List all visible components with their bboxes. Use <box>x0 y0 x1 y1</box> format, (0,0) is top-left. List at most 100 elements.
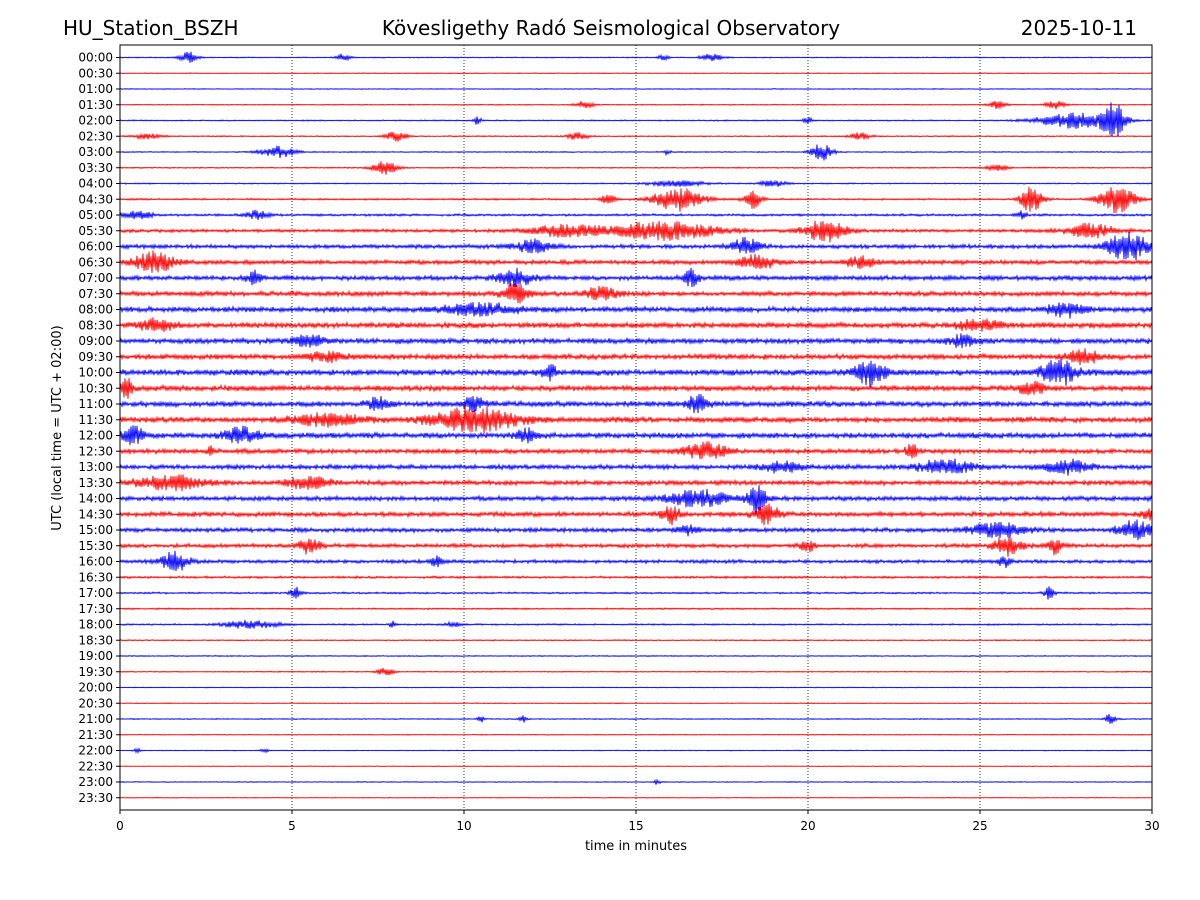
seismic-trace <box>119 161 1153 175</box>
seismic-trace <box>119 51 1153 63</box>
x-tick-label: 15 <box>628 819 643 833</box>
y-tick-label: 18:00 <box>78 618 113 632</box>
seismic-trace <box>119 458 1153 476</box>
seismic-trace <box>119 283 1153 304</box>
y-tick-label: 20:30 <box>78 696 113 710</box>
y-tick-label: 17:00 <box>78 586 113 600</box>
y-tick-label: 02:30 <box>78 129 113 143</box>
seismic-trace <box>119 144 1153 161</box>
x-tick-label: 5 <box>288 819 296 833</box>
y-tick-label: 23:30 <box>78 791 113 805</box>
x-tick-label: 20 <box>800 819 815 833</box>
station-name: HU_Station_BSZH <box>63 16 239 40</box>
seismic-trace <box>119 778 1153 785</box>
x-gridlines <box>291 45 981 810</box>
y-tick-label: 04:30 <box>78 192 113 206</box>
seismic-trace <box>119 713 1153 724</box>
x-tick-label: 30 <box>1144 819 1159 833</box>
y-axis-label: UTC (local time = UTC + 02:00) <box>50 325 65 530</box>
y-tick-label: 08:30 <box>78 318 113 332</box>
seismic-trace <box>119 765 1153 768</box>
x-tick-label: 0 <box>116 819 124 833</box>
seismic-trace <box>119 619 1153 629</box>
y-tick-label: 01:30 <box>78 98 113 112</box>
seismic-trace <box>119 654 1153 658</box>
x-axis-ticks: 0 5 10 15 20 25 30 <box>116 810 1160 833</box>
y-tick-label: 15:00 <box>78 523 113 537</box>
y-tick-label: 06:30 <box>78 255 113 269</box>
seismic-trace <box>119 102 1153 138</box>
trace-group <box>119 51 1153 799</box>
plot-frame <box>119 44 1153 811</box>
seismic-trace <box>119 503 1153 526</box>
y-tick-label: 10:00 <box>78 366 113 380</box>
y-tick-label: 04:00 <box>78 177 113 191</box>
y-tick-label: 19:30 <box>78 665 113 679</box>
seismic-trace <box>119 267 1153 288</box>
y-tick-label: 11:00 <box>78 397 113 411</box>
y-tick-label: 21:30 <box>78 728 113 742</box>
seismic-trace <box>119 220 1153 243</box>
y-tick-label: 15:30 <box>78 539 113 553</box>
y-tick-label: 22:30 <box>78 759 113 773</box>
seismic-trace <box>119 607 1153 611</box>
seismic-trace <box>119 131 1153 142</box>
chart-title: Kövesligethy Radó Seismological Observat… <box>382 16 840 40</box>
y-tick-label: 00:30 <box>78 66 113 80</box>
y-tick-label: 20:00 <box>78 681 113 695</box>
y-tick-label: 02:00 <box>78 114 113 128</box>
seismic-trace <box>119 536 1153 557</box>
y-tick-label: 16:00 <box>78 555 113 569</box>
seismic-trace <box>119 404 1153 434</box>
seismic-trace <box>119 519 1153 541</box>
seismic-trace <box>119 425 1153 446</box>
x-tick-label: 10 <box>456 819 471 833</box>
y-tick-label: 14:00 <box>78 492 113 506</box>
seismic-trace <box>119 796 1153 799</box>
y-tick-label: 16:30 <box>78 570 113 584</box>
seismic-trace <box>119 301 1153 319</box>
seismic-trace <box>119 586 1153 600</box>
seismic-trace <box>119 638 1153 642</box>
y-tick-label: 07:00 <box>78 271 113 285</box>
seismic-trace <box>119 179 1153 188</box>
y-tick-label: 08:00 <box>78 303 113 317</box>
seismic-trace <box>119 359 1153 388</box>
y-tick-label: 13:00 <box>78 460 113 474</box>
chart-date: 2025-10-11 <box>1021 16 1137 40</box>
seismic-trace <box>119 348 1153 366</box>
y-tick-label: 01:00 <box>78 82 113 96</box>
seismic-trace <box>119 441 1153 460</box>
y-tick-label: 07:30 <box>78 287 113 301</box>
seismic-trace <box>119 333 1153 349</box>
x-tick-label: 25 <box>972 819 987 833</box>
seismic-trace <box>119 231 1153 261</box>
y-tick-label: 10:30 <box>78 381 113 395</box>
seismic-trace <box>119 686 1153 689</box>
seismic-trace <box>119 72 1153 75</box>
y-tick-label: 23:00 <box>78 775 113 789</box>
seismic-trace <box>119 186 1153 214</box>
seismic-trace <box>119 667 1153 676</box>
seismic-trace <box>119 485 1153 516</box>
y-tick-label: 03:30 <box>78 161 113 175</box>
seismic-trace <box>119 317 1153 332</box>
y-tick-label: 03:00 <box>78 145 113 159</box>
seismic-trace <box>119 87 1153 91</box>
y-tick-label: 21:00 <box>78 712 113 726</box>
y-tick-label: 00:00 <box>78 51 113 65</box>
y-tick-label: 12:30 <box>78 444 113 458</box>
seismic-trace <box>119 574 1153 580</box>
y-tick-label: 11:30 <box>78 413 113 427</box>
seismic-trace <box>119 702 1153 705</box>
seismic-trace <box>119 393 1153 414</box>
y-tick-label: 09:00 <box>78 334 113 348</box>
y-tick-label: 12:00 <box>78 429 113 443</box>
seismic-trace <box>119 250 1153 273</box>
x-axis-label: time in minutes <box>585 839 687 854</box>
seismic-trace <box>119 733 1153 736</box>
seismic-trace <box>119 209 1153 221</box>
y-tick-label: 05:00 <box>78 208 113 222</box>
